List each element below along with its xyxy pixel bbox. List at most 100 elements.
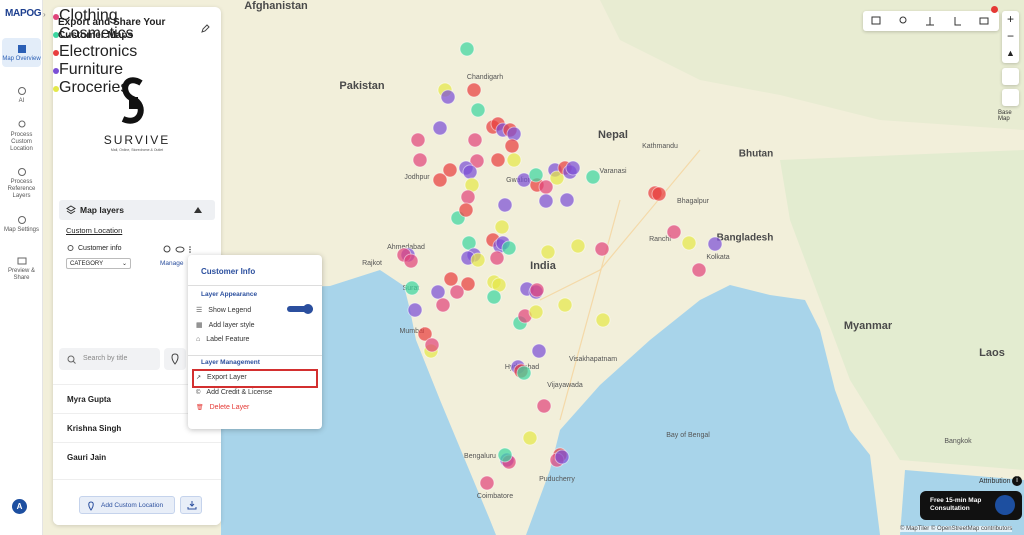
customer-marker[interactable] — [460, 276, 476, 292]
customer-marker[interactable] — [430, 284, 446, 300]
customer-marker[interactable] — [570, 238, 586, 254]
customer-marker[interactable] — [435, 297, 451, 313]
customer-marker[interactable] — [522, 430, 538, 446]
customer-marker[interactable] — [407, 302, 423, 318]
customer-marker[interactable] — [432, 172, 448, 188]
customer-marker[interactable] — [459, 41, 475, 57]
customer-marker[interactable] — [469, 153, 485, 169]
customer-marker[interactable] — [462, 164, 478, 180]
customer-marker[interactable] — [528, 304, 544, 320]
info-icon[interactable]: i — [1012, 476, 1022, 486]
layer-tools[interactable] — [163, 245, 193, 254]
location-filter[interactable] — [164, 348, 186, 370]
locate-button[interactable] — [1002, 68, 1019, 85]
search-box[interactable]: Search by title — [59, 348, 160, 370]
tool[interactable] — [979, 17, 989, 25]
customer-marker[interactable] — [412, 152, 428, 168]
customer-marker[interactable] — [486, 289, 502, 305]
customer-marker[interactable] — [403, 253, 419, 269]
customer-marker[interactable] — [554, 449, 570, 465]
compass[interactable]: ▲ — [1006, 48, 1015, 58]
edit-icon[interactable] — [201, 24, 210, 33]
customer-marker[interactable] — [707, 236, 723, 252]
customer-marker[interactable] — [504, 138, 520, 154]
customer-marker[interactable] — [489, 250, 505, 266]
nav-item[interactable]: Map Settings — [2, 215, 41, 234]
customer-marker[interactable] — [432, 120, 448, 136]
nav-item[interactable]: Map Overview — [2, 38, 41, 67]
add-location-button[interactable]: Add Custom Location — [79, 496, 175, 514]
customer-marker[interactable] — [404, 280, 420, 296]
customer-marker[interactable] — [557, 297, 573, 313]
layer-group[interactable]: Custom Location — [66, 226, 123, 235]
customer-marker[interactable] — [540, 244, 556, 260]
customer-marker[interactable] — [449, 284, 465, 300]
menu-item[interactable]: © Add Credit & License — [196, 389, 272, 396]
customer-marker[interactable] — [559, 192, 575, 208]
legend-toggle[interactable] — [287, 304, 313, 314]
logo[interactable]: MAPOG — [5, 8, 42, 19]
customer-marker[interactable] — [501, 240, 517, 256]
zoom-in[interactable]: + — [1006, 12, 1014, 26]
consultation-cta[interactable]: Free 15-min Map Consultation — [920, 491, 1022, 520]
customer-marker[interactable] — [424, 337, 440, 353]
attribution[interactable]: Attribution — [979, 478, 1011, 485]
layers-header[interactable]: Map layers — [59, 200, 215, 220]
customer-marker[interactable] — [417, 326, 433, 342]
list-row[interactable]: Gauri Jain — [53, 442, 221, 471]
customer-marker[interactable] — [529, 282, 545, 298]
customer-marker[interactable] — [494, 219, 510, 235]
customer-marker[interactable] — [440, 89, 456, 105]
customer-marker[interactable] — [516, 365, 532, 381]
menu-item[interactable]: ↗ Export Layer — [196, 374, 247, 381]
menu-item[interactable]: 🗑 Delete Layer — [196, 404, 249, 411]
customer-marker[interactable] — [651, 186, 667, 202]
customer-marker[interactable] — [479, 475, 495, 491]
customer-marker[interactable] — [443, 271, 459, 287]
manage-link[interactable]: Manage — [160, 260, 184, 267]
menu-item[interactable]: ⌂ Label Feature — [196, 336, 249, 343]
customer-marker[interactable] — [497, 447, 513, 463]
tool[interactable] — [926, 17, 934, 26]
customer-marker[interactable] — [467, 132, 483, 148]
customer-marker[interactable] — [531, 343, 547, 359]
customer-marker[interactable] — [460, 189, 476, 205]
download-button[interactable] — [180, 496, 202, 514]
customer-marker[interactable] — [585, 169, 601, 185]
menu-item[interactable]: ☰ Show Legend — [196, 306, 251, 315]
customer-marker[interactable] — [595, 312, 611, 328]
customer-marker[interactable] — [470, 102, 486, 118]
customer-marker[interactable] — [506, 152, 522, 168]
list-row[interactable]: Myra Gupta — [53, 384, 221, 413]
zoom-out[interactable]: − — [1006, 29, 1014, 43]
customer-marker[interactable] — [666, 224, 682, 240]
customer-marker[interactable] — [538, 193, 554, 209]
customer-marker[interactable] — [470, 252, 486, 268]
customer-marker[interactable] — [466, 82, 482, 98]
nav-item[interactable]: Process Reference Layers — [2, 167, 41, 200]
customer-marker[interactable] — [442, 162, 458, 178]
nav-item[interactable]: AI — [2, 86, 41, 105]
basemap-button[interactable] — [1002, 89, 1019, 106]
customer-marker[interactable] — [681, 235, 697, 251]
customer-marker[interactable] — [691, 262, 707, 278]
tool[interactable] — [871, 16, 881, 25]
category-dropdown[interactable]: CATEGORY ⌄ — [66, 258, 131, 269]
tool[interactable] — [954, 17, 961, 26]
menu-item[interactable]: ▦ Add layer style — [196, 321, 255, 330]
customer-marker[interactable] — [549, 170, 565, 186]
customer-marker[interactable] — [458, 202, 474, 218]
customer-marker[interactable] — [528, 167, 544, 183]
customer-marker[interactable] — [594, 241, 610, 257]
customer-marker[interactable] — [490, 152, 506, 168]
collapse[interactable]: › — [43, 10, 46, 19]
tool[interactable] — [899, 16, 907, 24]
customer-marker[interactable] — [565, 160, 581, 176]
customer-marker[interactable] — [497, 197, 513, 213]
list-row[interactable]: Krishna Singh — [53, 413, 221, 442]
customer-marker[interactable] — [410, 132, 426, 148]
customer-marker[interactable] — [536, 398, 552, 414]
avatar[interactable]: A — [12, 499, 27, 514]
nav-item[interactable]: Preview & Share — [2, 256, 41, 282]
nav-item[interactable]: Process Custom Location — [2, 120, 41, 153]
